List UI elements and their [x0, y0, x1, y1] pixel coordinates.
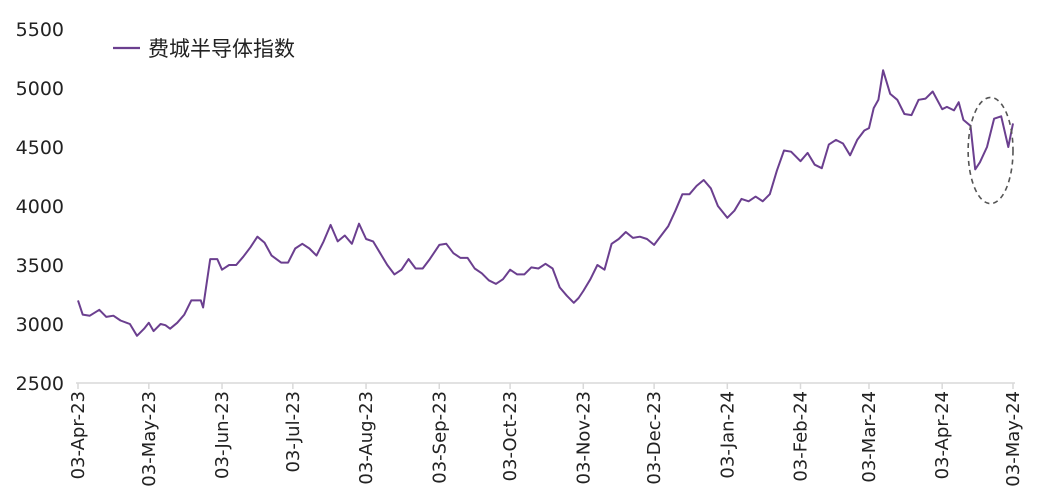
x-tick-label: 03-May-23: [139, 391, 160, 487]
x-tick-label: 03-Aug-23: [356, 391, 377, 485]
y-tick-label: 3500: [16, 255, 64, 277]
x-tick-label: 03-Nov-23: [573, 391, 594, 484]
x-tick-label: 03-Dec-23: [644, 391, 665, 485]
y-tick-label: 4500: [16, 137, 64, 159]
x-tick-label: 03-Apr-23: [68, 391, 89, 479]
series-line: [77, 69, 1014, 337]
x-tick-label: 03-Oct-23: [500, 391, 521, 481]
y-tick-label: 5000: [16, 78, 64, 100]
y-tick-label: 4000: [16, 196, 64, 218]
x-tick-label: 03-May-24: [1003, 391, 1024, 487]
x-tick-label: 03-Mar-24: [859, 391, 880, 483]
y-axis: 2500 3000 3500 4000 4500 5000 5500: [16, 19, 64, 395]
y-tick-label: 3000: [16, 314, 64, 336]
legend: 费城半导体指数: [113, 37, 295, 61]
x-tick-label: 03-Jun-23: [212, 391, 233, 479]
x-tick-label: 03-Apr-24: [932, 391, 953, 479]
x-tick-label: 03-Jan-24: [717, 391, 738, 479]
y-tick-label: 5500: [16, 19, 64, 41]
x-tick-label: 03-Jul-23: [283, 391, 304, 473]
legend-label: 费城半导体指数: [148, 37, 295, 61]
series-layer: [77, 69, 1014, 337]
y-tick-label: 2500: [16, 373, 64, 395]
x-axis: 03-Apr-23 03-May-23 03-Jun-23 03-Jul-23 03-A…: [68, 382, 1024, 487]
highlight-layer: [967, 96, 1014, 205]
x-tick-label: 03-Feb-24: [791, 391, 812, 482]
highlight-ellipse: [967, 96, 1014, 205]
x-tick-label: 03-Sep-23: [429, 391, 450, 484]
